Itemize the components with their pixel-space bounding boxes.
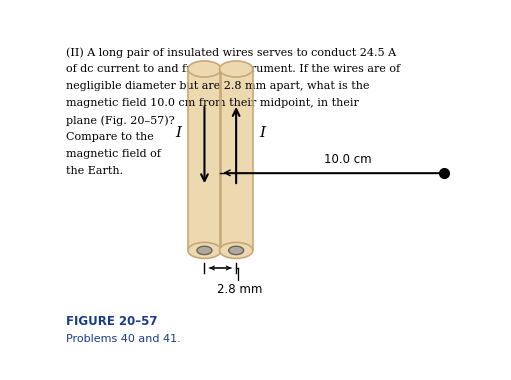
- Text: 10.0 cm: 10.0 cm: [324, 152, 372, 166]
- Bar: [188, 69, 221, 250]
- Ellipse shape: [197, 246, 212, 255]
- Ellipse shape: [228, 246, 244, 255]
- Ellipse shape: [188, 242, 221, 258]
- Text: (II) A long pair of insulated wires serves to conduct 24.5 A: (II) A long pair of insulated wires serv…: [66, 47, 396, 58]
- Ellipse shape: [220, 242, 253, 258]
- Text: of dc current to and from an instrument. If the wires are of: of dc current to and from an instrument.…: [66, 64, 400, 74]
- Text: FIGURE 20–57: FIGURE 20–57: [66, 315, 157, 328]
- Text: negligible diameter but are 2.8 mm apart, what is the: negligible diameter but are 2.8 mm apart…: [66, 81, 369, 91]
- Bar: [220, 69, 221, 250]
- Text: plane (Fig. 20–57)?: plane (Fig. 20–57)?: [66, 115, 174, 125]
- Ellipse shape: [220, 61, 253, 77]
- Text: magnetic field 10.0 cm from their midpoint, in their: magnetic field 10.0 cm from their midpoi…: [66, 98, 359, 108]
- Ellipse shape: [188, 61, 221, 77]
- Bar: [220, 69, 253, 250]
- Text: Problems 40 and 41.: Problems 40 and 41.: [66, 334, 180, 344]
- Text: I: I: [175, 127, 181, 140]
- Text: magnetic field of: magnetic field of: [66, 149, 161, 159]
- Text: I: I: [260, 127, 266, 140]
- Text: the Earth.: the Earth.: [66, 166, 123, 176]
- Text: 2.8 mm: 2.8 mm: [217, 283, 263, 296]
- Text: Compare to the: Compare to the: [66, 132, 154, 142]
